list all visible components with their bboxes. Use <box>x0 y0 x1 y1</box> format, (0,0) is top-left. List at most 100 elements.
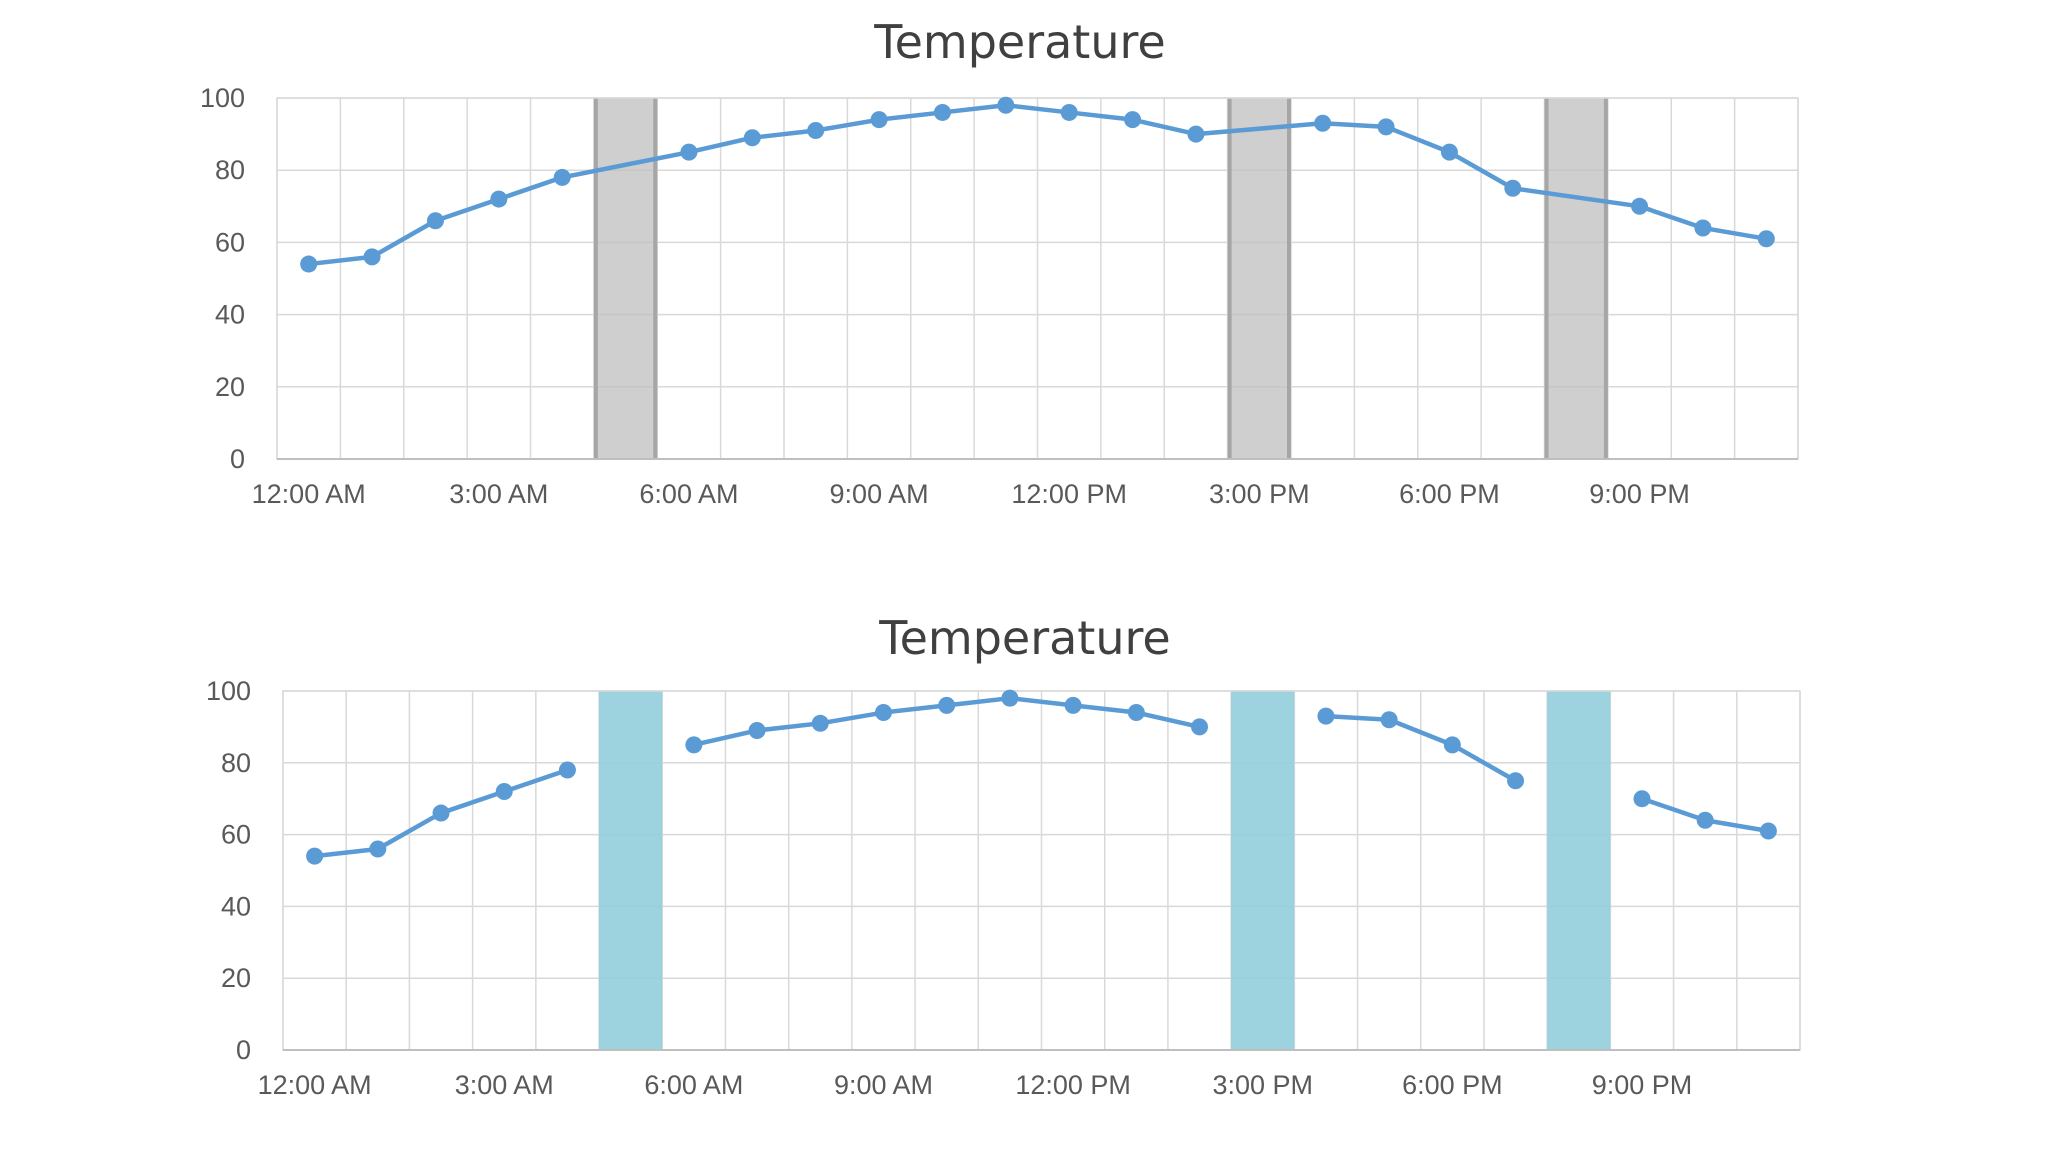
data-point <box>558 761 576 779</box>
line-segment <box>433 196 502 223</box>
data-point <box>1187 125 1205 143</box>
x-tick-label: 12:00 AM <box>258 1070 372 1100</box>
x-tick-label: 6:00 PM <box>1399 479 1500 509</box>
data-point <box>1377 118 1395 136</box>
series-line <box>306 102 1769 267</box>
band-edge <box>653 98 658 459</box>
y-tick-label: 20 <box>221 963 251 993</box>
data-point <box>933 103 951 121</box>
line-segment <box>306 254 375 267</box>
line-segment <box>375 810 444 852</box>
data-point <box>870 111 888 129</box>
line-segment <box>691 728 760 748</box>
x-tick-label: 9:00 AM <box>830 479 929 509</box>
line-segment <box>1702 817 1771 834</box>
x-tick-label: 9:00 PM <box>1592 1070 1693 1100</box>
highlight-band <box>1544 98 1608 459</box>
line-segment <box>1700 225 1769 242</box>
chart-title: Temperature <box>878 611 1170 665</box>
data-point <box>1127 704 1145 722</box>
data-point <box>1001 689 1019 707</box>
band-edge <box>1544 98 1549 459</box>
highlight-band <box>1231 691 1295 1050</box>
data-point <box>685 736 703 754</box>
y-tick-label: 0 <box>230 444 245 474</box>
data-point <box>495 783 513 801</box>
data-point <box>1759 822 1777 840</box>
series-line <box>312 695 1771 859</box>
x-tick-label: 6:00 AM <box>639 479 738 509</box>
y-tick-label: 0 <box>236 1035 251 1065</box>
x-tick-label: 9:00 PM <box>1589 479 1690 509</box>
highlight-band <box>593 98 658 459</box>
data-point <box>363 248 381 266</box>
y-axis-labels: 0 20 40 60 80 100 <box>200 83 245 474</box>
data-point <box>997 96 1015 114</box>
line-segment <box>876 110 945 122</box>
line-segment <box>1383 124 1452 155</box>
line-segment <box>1320 121 1389 130</box>
x-tick-label: 3:00 AM <box>455 1070 554 1100</box>
y-tick-label: 100 <box>200 83 245 113</box>
line-segment <box>1447 149 1516 191</box>
line-segment <box>1386 717 1455 748</box>
data-point <box>1633 790 1651 808</box>
line-segment <box>312 846 381 859</box>
line-segment <box>1193 121 1325 137</box>
line-segment <box>813 117 882 133</box>
band-edge <box>593 98 598 459</box>
data-point <box>1631 197 1649 215</box>
line-segment <box>754 721 823 733</box>
line-segment <box>1323 713 1392 722</box>
line-segment <box>1510 186 1642 209</box>
x-tick-label: 12:00 PM <box>1011 479 1127 509</box>
line-segment <box>496 175 565 202</box>
y-tick-label: 40 <box>221 891 251 921</box>
line-segment <box>1003 102 1072 115</box>
data-point <box>1757 230 1775 248</box>
highlight-bands <box>593 98 1608 459</box>
y-axis-labels: 0 20 40 60 80 100 <box>206 676 251 1065</box>
data-points <box>300 96 1775 273</box>
band-edge <box>1227 98 1232 459</box>
x-tick-label: 12:00 AM <box>252 479 366 509</box>
y-tick-label: 80 <box>215 155 245 185</box>
data-point <box>1380 711 1398 729</box>
data-point <box>743 129 761 147</box>
data-point <box>1060 103 1078 121</box>
highlight-band <box>599 691 663 1050</box>
y-tick-label: 100 <box>206 676 251 706</box>
y-tick-label: 40 <box>215 300 245 330</box>
x-tick-label: 12:00 PM <box>1015 1070 1131 1100</box>
x-axis-labels: 12:00 AM 3:00 AM 6:00 AM 9:00 AM 12:00 PM 3:0… <box>252 479 1690 509</box>
line-segment <box>1639 796 1708 823</box>
data-point <box>300 255 318 273</box>
data-point <box>1317 707 1335 725</box>
line-segment <box>501 767 570 794</box>
data-points <box>306 689 1777 865</box>
x-axis-labels: 12:00 AM 3:00 AM 6:00 AM 9:00 AM 12:00 PM 3:0… <box>258 1070 1693 1100</box>
y-tick-label: 60 <box>215 227 245 257</box>
line-segment <box>1637 204 1706 231</box>
highlight-bands <box>599 691 1611 1050</box>
data-point <box>1507 772 1525 790</box>
line-segment <box>369 218 438 260</box>
data-point <box>811 714 829 732</box>
data-point <box>748 721 766 739</box>
data-point <box>306 847 324 865</box>
data-point <box>807 121 825 139</box>
data-point <box>938 696 956 714</box>
data-point <box>1443 736 1461 754</box>
data-point <box>1440 143 1458 161</box>
line-segment <box>940 102 1009 115</box>
data-point <box>369 840 387 858</box>
x-tick-label: 6:00 PM <box>1402 1070 1503 1100</box>
data-point <box>1696 811 1714 829</box>
data-point <box>490 190 508 208</box>
line-segment <box>1130 117 1199 137</box>
data-point <box>426 212 444 230</box>
line-segment <box>438 789 507 816</box>
line-segment <box>944 695 1013 708</box>
data-point <box>1504 179 1522 197</box>
